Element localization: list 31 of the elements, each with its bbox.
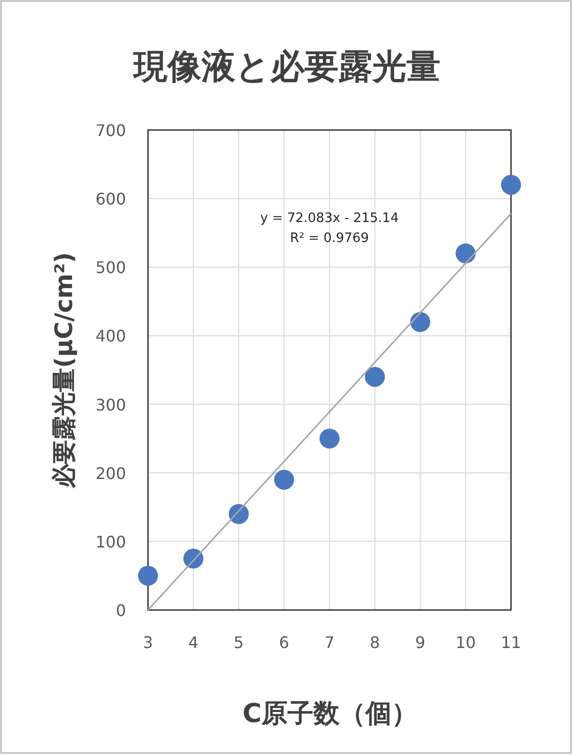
point <box>410 312 430 332</box>
x-tick-label: 9 <box>415 633 426 652</box>
y-tick-label: 0 <box>116 601 126 620</box>
y-tick-label: 300 <box>95 395 126 414</box>
y-tick-label: 500 <box>95 258 126 278</box>
x-tick-label: 8 <box>370 633 380 652</box>
x-tick-label: 3 <box>142 633 154 652</box>
y-tick-label: 100 <box>95 532 126 552</box>
point <box>364 366 385 387</box>
x-tick-label: 11 <box>500 633 522 652</box>
y-tick-label: 700 <box>95 121 126 140</box>
point <box>320 428 340 449</box>
y-axis-title: 必要露光量(μC/cm²) <box>50 252 78 489</box>
point <box>456 243 476 264</box>
x-tick-label: 10 <box>455 633 476 652</box>
y-tick-label: 600 <box>95 190 126 209</box>
point <box>228 504 249 524</box>
point <box>274 470 294 490</box>
annotation: y = 72.083x - 215.14 <box>260 211 399 226</box>
chart-title: 現像液と必要露光量 <box>132 47 440 87</box>
point <box>138 566 158 586</box>
x-axis-title: C原子数（個） <box>242 699 418 729</box>
annotation: R² = 0.9769 <box>290 231 369 246</box>
point <box>183 548 204 569</box>
y-tick-label: 400 <box>95 326 126 346</box>
point <box>501 174 521 195</box>
y-tick-label: 200 <box>95 464 126 483</box>
x-tick-label: 7 <box>324 633 335 652</box>
x-tick-label: 6 <box>279 633 290 652</box>
x-tick-label: 4 <box>188 633 198 652</box>
x-tick-label: 5 <box>234 633 244 652</box>
